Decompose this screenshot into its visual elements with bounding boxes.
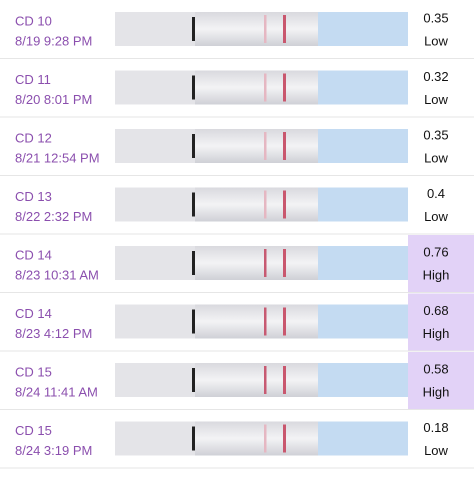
- test-level: Low: [424, 33, 448, 48]
- high-highlight: [408, 352, 474, 410]
- cycle-day: CD 12: [15, 130, 52, 145]
- test-row: CD 15 8/24 11:41 AM 0.58 High: [0, 352, 474, 410]
- cycle-day: CD 11: [15, 72, 51, 87]
- test-time: 8/23 10:31 AM: [15, 267, 99, 282]
- test-time: 8/20 8:01 PM: [15, 92, 92, 107]
- test-time: 8/24 11:41 AM: [15, 384, 98, 399]
- strip-handle: [115, 363, 195, 397]
- test-time: 8/24 3:19 PM: [15, 443, 92, 458]
- lh-panel: [318, 70, 408, 105]
- max-bar: [192, 309, 195, 334]
- strip-handle: [115, 70, 195, 105]
- control-line: [283, 424, 286, 453]
- test-line: [264, 190, 267, 219]
- max-bar: [192, 426, 195, 451]
- test-row: CD 14 8/23 10:31 AM 0.76 High: [0, 235, 474, 293]
- strip-handle: [115, 304, 195, 339]
- lh-panel: [318, 129, 408, 163]
- control-line: [283, 73, 286, 102]
- lh-panel: [318, 187, 408, 222]
- test-row: CD 15 8/24 3:19 PM 0.18 Low: [0, 420, 474, 469]
- max-bar: [192, 17, 195, 41]
- test-row: CD 14 8/23 4:12 PM 0.68 High: [0, 293, 474, 352]
- test-line: [264, 424, 267, 453]
- test-line: [264, 249, 267, 277]
- lh-panel: [318, 363, 408, 397]
- strip-handle: [115, 246, 195, 280]
- test-line: [264, 366, 267, 394]
- test-level: Low: [424, 150, 448, 165]
- test-line: [264, 307, 267, 336]
- control-line: [283, 249, 286, 277]
- control-line: [283, 366, 286, 394]
- high-highlight: [408, 293, 474, 351]
- test-level: Low: [424, 92, 448, 107]
- cycle-day: CD 15: [15, 364, 52, 379]
- test-level: High: [423, 326, 450, 341]
- high-highlight: [408, 235, 474, 293]
- test-level: High: [423, 267, 450, 282]
- cycle-day: CD 15: [15, 423, 52, 438]
- max-bar: [192, 192, 195, 217]
- control-line: [283, 307, 286, 336]
- test-line: [264, 73, 267, 102]
- control-line: [283, 15, 286, 43]
- test-line: [264, 15, 267, 43]
- test-line: [264, 132, 267, 160]
- test-time: 8/22 2:32 PM: [15, 209, 92, 224]
- max-bar: [192, 368, 195, 392]
- control-line: [283, 190, 286, 219]
- test-level: High: [423, 384, 450, 399]
- cycle-day: CD 10: [15, 13, 52, 28]
- test-time: 8/21 12:54 PM: [15, 150, 100, 165]
- test-value: 0.32: [423, 69, 448, 84]
- test-level: Low: [424, 443, 448, 458]
- lh-panel: [318, 421, 408, 456]
- cycle-day: CD 14: [15, 306, 52, 321]
- lh-panel: [318, 12, 408, 46]
- test-row: CD 10 8/19 9:28 PM 0.35 Low: [0, 10, 474, 59]
- lh-panel: [318, 246, 408, 280]
- strip-handle: [115, 129, 195, 163]
- control-line: [283, 132, 286, 160]
- max-bar: [192, 251, 195, 275]
- max-bar: [192, 75, 195, 100]
- test-value: 0.35: [423, 10, 448, 25]
- test-row: CD 12 8/21 12:54 PM 0.35 Low: [0, 127, 474, 176]
- cycle-day: CD 14: [15, 247, 52, 262]
- cycle-day: CD 13: [15, 189, 52, 204]
- test-value: 0.18: [423, 420, 448, 435]
- test-row: CD 11 8/20 8:01 PM 0.32 Low: [0, 69, 474, 118]
- test-value: 0.58: [423, 361, 448, 376]
- max-bar: [192, 134, 195, 158]
- test-value: 0.35: [423, 127, 448, 142]
- strip-handle: [115, 12, 195, 46]
- test-row: CD 13 8/22 2:32 PM 0.4 Low: [0, 186, 474, 235]
- test-level: Low: [424, 209, 448, 224]
- strip-handle: [115, 187, 195, 222]
- test-value: 0.76: [423, 244, 448, 259]
- test-value: 0.68: [423, 303, 448, 318]
- test-time: 8/19 9:28 PM: [15, 33, 92, 48]
- strip-handle: [115, 421, 195, 456]
- lh-panel: [318, 304, 408, 339]
- test-time: 8/23 4:12 PM: [15, 326, 92, 341]
- test-value: 0.4: [427, 186, 445, 201]
